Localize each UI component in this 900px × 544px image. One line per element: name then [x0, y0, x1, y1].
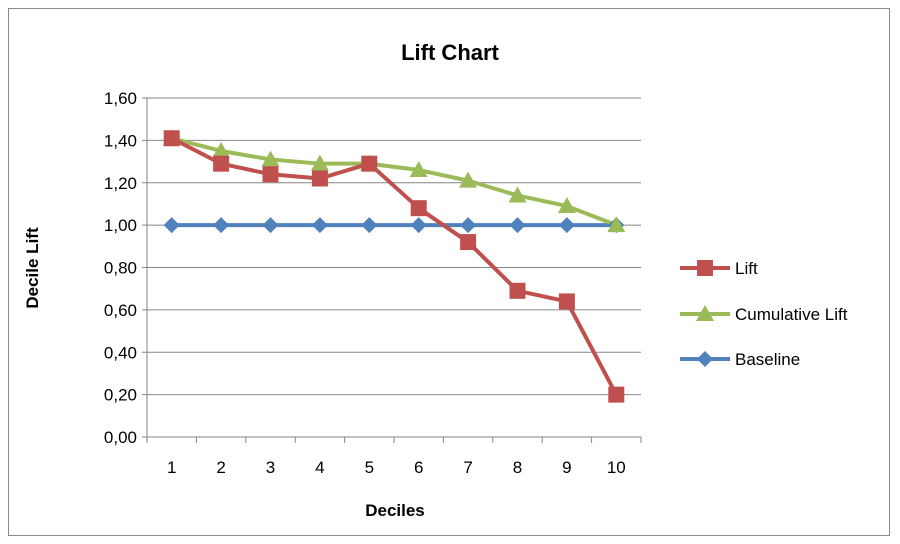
- data-point-cumulative-lift: [557, 197, 576, 214]
- y-tick-label: 0,80: [104, 259, 137, 278]
- data-point-cumulative-lift: [409, 161, 428, 178]
- axes: [142, 97, 642, 443]
- data-point-lift: [311, 170, 328, 187]
- legend-marker: [697, 260, 713, 276]
- data-point-cumulative-lift: [607, 216, 626, 233]
- x-tick-label: 7: [463, 458, 472, 477]
- y-tick-label: 0,40: [104, 343, 137, 362]
- x-tick-label: 5: [365, 458, 374, 477]
- y-tick-label: 1,20: [104, 174, 137, 193]
- y-tick-label: 1,40: [104, 131, 137, 150]
- data-point-baseline: [262, 217, 279, 234]
- legend-item-baseline: Baseline: [680, 350, 800, 369]
- data-point-lift: [460, 234, 477, 251]
- data-point-baseline: [213, 217, 230, 234]
- series-line-cumulative-lift: [171, 136, 618, 227]
- data-point-cumulative-lift: [508, 186, 527, 203]
- legend-marker: [697, 351, 713, 367]
- series-markers-lift: [163, 130, 625, 403]
- data-point-lift: [558, 293, 575, 310]
- legend-label: Cumulative Lift: [735, 305, 848, 324]
- y-tick-label: 0,60: [104, 301, 137, 320]
- series-lines: [170, 136, 619, 396]
- series-markers-cumulative-lift: [162, 129, 626, 233]
- data-point-baseline: [361, 217, 378, 234]
- legend-item-lift: Lift: [680, 259, 758, 278]
- data-point-lift: [608, 386, 625, 403]
- data-point-lift: [163, 130, 180, 147]
- data-point-baseline: [558, 217, 575, 234]
- x-tick-label: 6: [414, 458, 423, 477]
- x-tick-label: 10: [607, 458, 626, 477]
- data-point-cumulative-lift: [459, 171, 478, 188]
- series-line-lift: [170, 136, 619, 396]
- data-point-cumulative-lift: [261, 150, 280, 167]
- x-tick-label: 4: [315, 458, 324, 477]
- x-tick-label: 3: [266, 458, 275, 477]
- data-point-lift: [509, 282, 526, 299]
- data-point-baseline: [311, 217, 328, 234]
- legend-marker: [696, 305, 714, 321]
- y-tick-label: 1,60: [104, 89, 137, 108]
- legend: Lift Cumulative Lift Baseline: [680, 259, 848, 369]
- data-point-cumulative-lift: [212, 141, 231, 158]
- data-point-baseline: [410, 217, 427, 234]
- x-tick-label: 8: [513, 458, 522, 477]
- x-tick-label: 1: [167, 458, 176, 477]
- y-tick-label: 0,20: [104, 386, 137, 405]
- data-point-baseline: [460, 217, 477, 234]
- data-point-baseline: [163, 217, 180, 234]
- chart-frame: [8, 8, 890, 536]
- y-tick-label: 1,00: [104, 216, 137, 235]
- data-point-cumulative-lift: [310, 154, 329, 171]
- data-point-lift: [410, 200, 427, 217]
- legend-label: Lift: [735, 259, 758, 278]
- data-point-baseline: [509, 217, 526, 234]
- data-point-lift: [262, 166, 279, 183]
- x-tick-labels: 1 2 3 4 5 6 7 8 9 10: [167, 458, 626, 477]
- data-point-lift: [361, 155, 378, 172]
- x-tick-label: 2: [216, 458, 225, 477]
- legend-item-cumulative-lift: Cumulative Lift: [680, 305, 848, 324]
- data-point-lift: [213, 155, 230, 172]
- chart-title: Lift Chart: [401, 40, 499, 65]
- series-markers: [162, 129, 626, 403]
- y-tick-label: 0,00: [104, 428, 137, 447]
- legend-label: Baseline: [735, 350, 800, 369]
- x-tick-label: 9: [562, 458, 571, 477]
- y-axis-title: Decile Lift: [23, 227, 42, 309]
- y-tick-labels: 0,00 0,20 0,40 0,60 0,80 1,00 1,20 1,40 1,60: [104, 89, 137, 447]
- x-axis-title: Deciles: [365, 501, 425, 520]
